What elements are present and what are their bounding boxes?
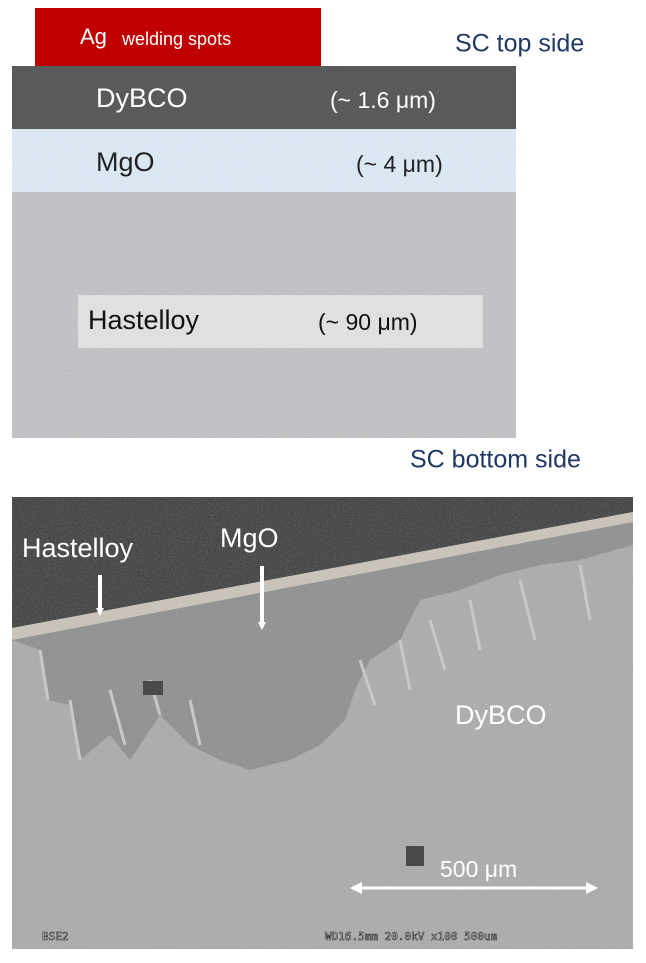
layer-thickness: (~ 4 μm): [356, 151, 443, 177]
ag-text: welding spots: [121, 29, 231, 49]
top-label: SC top side: [455, 30, 584, 58]
hastelloy-label-box: [78, 295, 483, 348]
particle: [143, 681, 163, 695]
mgo-texture: [12, 129, 516, 192]
particle: [406, 846, 424, 866]
footer-right: WD16.5mm 20.0kV x100 500um: [325, 930, 498, 943]
ag-element: Ag: [80, 24, 107, 49]
dybco-label: DyBCO: [455, 700, 547, 730]
sem-image: Hastelloy MgO DyBCO 500 μm BSE2 WD16.5mm…: [12, 497, 633, 949]
sem-texture: [12, 497, 633, 949]
schematic: Ag welding spots SC top side DyBCO (~ 1.…: [12, 8, 584, 474]
dybco-layer: [12, 66, 516, 129]
layer-name: DyBCO: [96, 83, 188, 113]
layer-name: MgO: [96, 147, 155, 177]
hastelloy-label: Hastelloy: [22, 533, 134, 563]
bottom-label: SC bottom side: [410, 446, 581, 474]
mgo-label: MgO: [220, 523, 279, 553]
layer-thickness: (~ 1.6 μm): [330, 87, 436, 113]
layer-name: Hastelloy: [88, 305, 200, 335]
layer-thickness: (~ 90 μm): [318, 309, 418, 335]
footer-left: BSE2: [42, 930, 69, 943]
ag-spot: [35, 8, 321, 66]
scale-bar-label: 500 μm: [440, 856, 517, 882]
